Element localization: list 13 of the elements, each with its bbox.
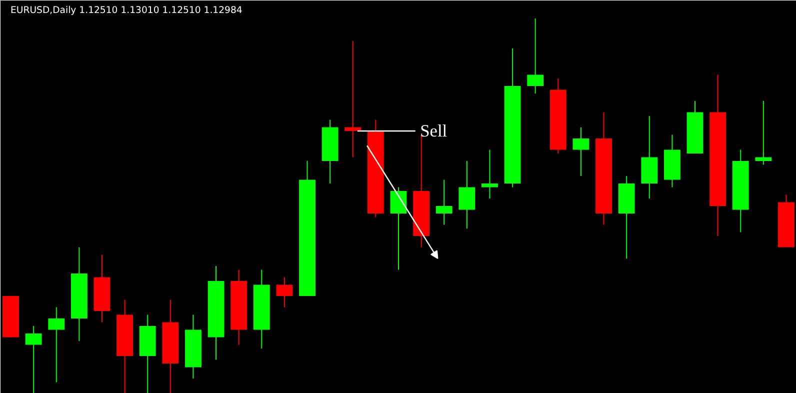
annotation: Sell	[420, 122, 448, 140]
candlestick	[458, 160, 476, 229]
chart-title: EURUSD,Daily 1.12510 1.13010 1.12510 1.12984	[10, 5, 242, 16]
candlestick	[482, 149, 498, 199]
candlestick	[48, 306, 65, 383]
candlestick	[344, 40, 362, 158]
candlestick	[572, 126, 590, 176]
candlestick	[527, 18, 544, 94]
candlestick	[755, 100, 772, 166]
candlestick	[25, 326, 42, 393]
candlestick	[276, 276, 293, 308]
candlestick	[436, 179, 452, 226]
candlestick	[390, 186, 407, 270]
